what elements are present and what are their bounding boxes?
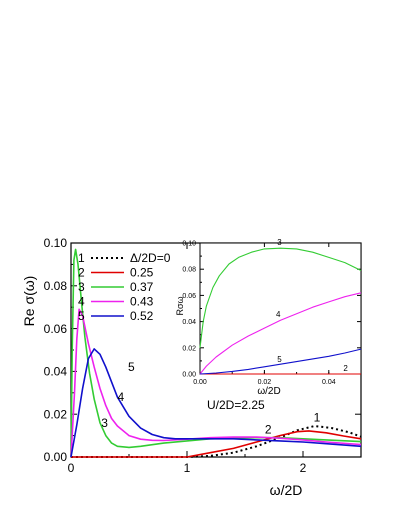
main-x-axis-label: ω/2D — [270, 482, 303, 498]
inset-curve-label-2: 2 — [343, 364, 348, 373]
legend-index-2: 2 — [78, 266, 85, 280]
main-y-tick-label: 0.00 — [44, 450, 68, 464]
legend-index-5: 5 — [78, 309, 85, 323]
main-curve-label-1: 1 — [314, 411, 321, 425]
inset-curve-label-4: 4 — [276, 310, 281, 319]
main-series-5-line — [70, 348, 362, 458]
main-curve-label-3: 3 — [101, 416, 108, 430]
inset-x-axis-label: ω/2D — [257, 386, 280, 397]
main-y-tick-label: 0.06 — [44, 322, 68, 336]
legend-index-3: 3 — [78, 280, 85, 294]
main-y-tick-label: 0.02 — [44, 407, 68, 421]
inset-curve-label-3: 3 — [277, 238, 282, 247]
legend-value-3: 0.37 — [130, 280, 154, 294]
main-curve-label-4: 4 — [118, 390, 125, 404]
legend-value-2: 0.25 — [130, 266, 154, 280]
main-y-tick-label: 0.04 — [44, 365, 68, 379]
legend-index-1: 1 — [78, 251, 85, 265]
main-series-4-line — [70, 308, 362, 458]
inset-series-3-line — [199, 247, 362, 348]
main-y-tick-label: 0.08 — [44, 279, 68, 293]
inset-y-tick-label: 0.00 — [182, 371, 196, 378]
inset-series-4-line — [199, 292, 362, 375]
inset-x-tick-label: 0.02 — [258, 379, 272, 386]
main-y-axis-label: Re σ(ω) — [21, 276, 37, 327]
main-curve-label-5: 5 — [128, 360, 135, 374]
main-x-tick-label: 2 — [300, 461, 307, 475]
inset-y-tick-label: 0.08 — [182, 267, 196, 274]
inset-y-tick-label: 0.02 — [182, 345, 196, 352]
main-series-2-line — [71, 430, 362, 458]
legend-value-1: Δ/2D=0 — [130, 251, 171, 265]
inset-y-tick-label: 0.06 — [182, 293, 196, 300]
inset-series-5-line — [199, 348, 362, 375]
main-curve-label-2: 2 — [265, 423, 272, 437]
inset-y-axis-label: Rσω — [175, 296, 185, 315]
main-x-tick-label: 0 — [68, 461, 75, 475]
inset-curve-label-5: 5 — [277, 355, 282, 364]
legend-value-5: 0.52 — [130, 309, 154, 323]
annotation-u2d: U/2D=2.25 — [207, 398, 265, 412]
inset-plot-frame — [199, 242, 362, 375]
inset-y-tick-label: 0.10 — [182, 240, 196, 247]
inset-x-tick-label: 0.00 — [193, 379, 207, 386]
inset-x-tick-label: 0.04 — [322, 379, 336, 386]
legend: 1 Δ/2D=0 2 0.25 3 0.37 4 0.43 5 0.52 — [78, 251, 171, 323]
main-y-tick-label: 0.10 — [44, 236, 68, 250]
legend-index-4: 4 — [78, 295, 85, 309]
inset-plot: 0.00 0.02 0.04 0.06 0.08 0.10 0.00 0.02 0.04 3 4 5 2 — [182, 238, 362, 386]
inset-y-tick-label: 0.04 — [182, 319, 196, 326]
main-x-tick-label: 1 — [184, 461, 191, 475]
legend-value-4: 0.43 — [130, 295, 154, 309]
